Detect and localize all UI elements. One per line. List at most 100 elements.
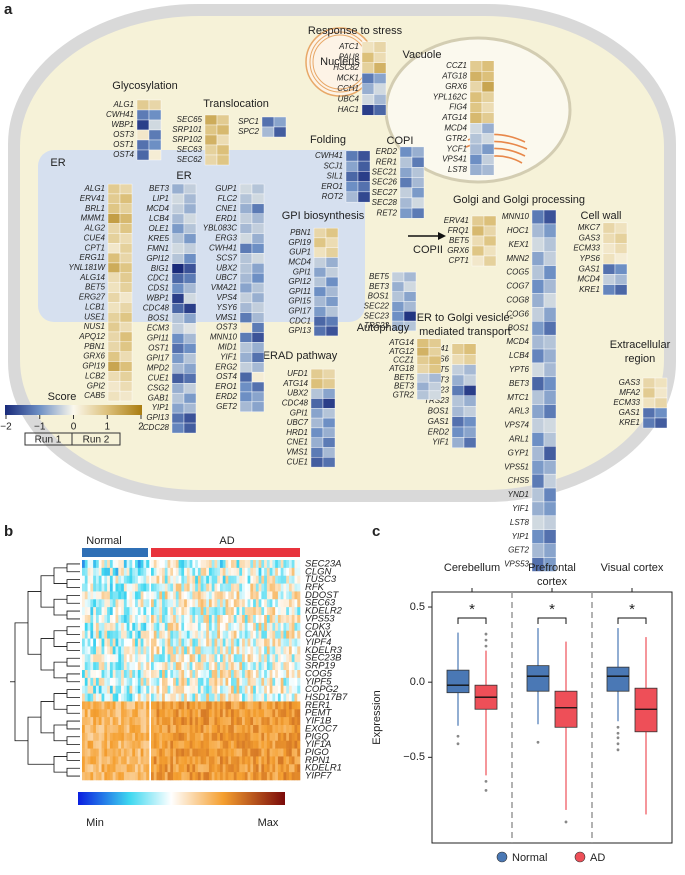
expression-cell [236, 732, 240, 742]
expression-cell [203, 756, 207, 765]
expression-cell [286, 748, 290, 757]
gene-label: SEC26 [372, 178, 398, 187]
expression-cell [294, 654, 298, 663]
expression-cell [206, 630, 210, 639]
expression-cell [253, 646, 257, 655]
expression-cell [140, 599, 144, 608]
expression-cell [258, 670, 262, 679]
expression-cell [208, 748, 213, 757]
expression-cell [253, 599, 257, 608]
significance-label: * [629, 601, 635, 618]
expression-cell [112, 693, 116, 702]
expression-cell [181, 575, 185, 584]
heatmap-cell [136, 149, 150, 161]
expression-cell [192, 622, 196, 632]
run-label: Run 2 [83, 435, 110, 446]
expression-cell [123, 646, 127, 655]
gene-label: GPI11 [147, 334, 169, 343]
expression-cell [104, 560, 108, 569]
expression-cell [107, 591, 111, 600]
expression-cell [87, 709, 91, 718]
expression-cell [87, 701, 91, 710]
expression-cell [269, 693, 273, 702]
expression-cell [143, 772, 147, 781]
gene-label: BET5 [394, 373, 415, 382]
expression-cell [137, 560, 141, 569]
expression-cell [219, 677, 224, 687]
heatmap-cell [543, 251, 557, 266]
expression-cell [143, 560, 147, 569]
expression-cell [151, 662, 155, 671]
expression-cell [104, 575, 108, 584]
expression-cell [261, 740, 265, 749]
expression-cell [109, 693, 114, 702]
legend-marker [496, 851, 508, 863]
expression-cell [286, 630, 290, 639]
expression-cell [208, 567, 213, 577]
expression-cell [95, 670, 100, 679]
heatmap-cell [543, 404, 557, 419]
heatmap-cell [543, 432, 557, 447]
heatmap-cell [481, 102, 495, 114]
expression-cell [118, 607, 122, 616]
expression-cell [95, 717, 100, 726]
gene-label: COG6 [506, 309, 529, 318]
expression-cell [137, 607, 141, 616]
expression-cell [167, 567, 171, 577]
expression-cell [264, 654, 268, 663]
expression-cell [159, 717, 163, 726]
expression-cell [93, 717, 97, 726]
expression-cell [236, 701, 240, 710]
expression-cell [286, 583, 290, 592]
expression-cell [195, 748, 199, 757]
expression-cell [184, 709, 188, 718]
expression-cell [151, 756, 155, 765]
expression-cell [228, 630, 232, 639]
expression-cell [82, 677, 86, 687]
dendrogram-branch [53, 661, 67, 679]
heatmap-cell [531, 321, 545, 336]
group-label: Vacuole [403, 49, 442, 61]
expression-cell [275, 677, 279, 687]
gene-label: SIL1 [327, 172, 343, 181]
expression-cell [151, 638, 155, 647]
gene-label: COG7 [506, 282, 529, 291]
heatmap-cell [602, 243, 616, 254]
expression-cell [233, 772, 237, 781]
expression-cell [95, 615, 100, 624]
expression-cell [126, 693, 130, 702]
expression-cell [222, 764, 226, 773]
expression-cell [137, 615, 141, 624]
heatmap-cell [313, 267, 327, 278]
expression-cell [129, 662, 133, 671]
expression-cell [255, 575, 259, 584]
expression-cell [222, 709, 226, 718]
row-gene-label: SRP19 [305, 661, 336, 672]
gene-label: YCF1 [447, 144, 467, 153]
expression-cell [95, 685, 100, 694]
expression-cell [291, 740, 295, 749]
expression-cell [167, 591, 171, 600]
expression-cell [288, 756, 293, 765]
expression-cell [266, 599, 270, 608]
expression-cell [208, 654, 213, 663]
expression-cell [283, 560, 287, 569]
expression-cell [186, 709, 190, 718]
expression-cell [121, 615, 125, 624]
expression-cell [129, 764, 133, 773]
expression-cell [151, 764, 155, 773]
expression-cell [109, 622, 114, 632]
expression-cell [272, 748, 276, 757]
expression-cell [192, 583, 196, 592]
gene-label: ATG14 [388, 338, 414, 347]
heatmap-cell [313, 237, 327, 248]
heatmap-cell [481, 164, 495, 176]
expression-cell [195, 740, 199, 749]
expression-cell [162, 717, 166, 726]
expression-cell [277, 693, 281, 702]
category-label-box: Prefrontal cortex [528, 562, 576, 588]
expression-cell [162, 607, 166, 616]
expression-cell [123, 677, 127, 687]
expression-cell [181, 701, 185, 710]
expression-cell [294, 701, 298, 710]
